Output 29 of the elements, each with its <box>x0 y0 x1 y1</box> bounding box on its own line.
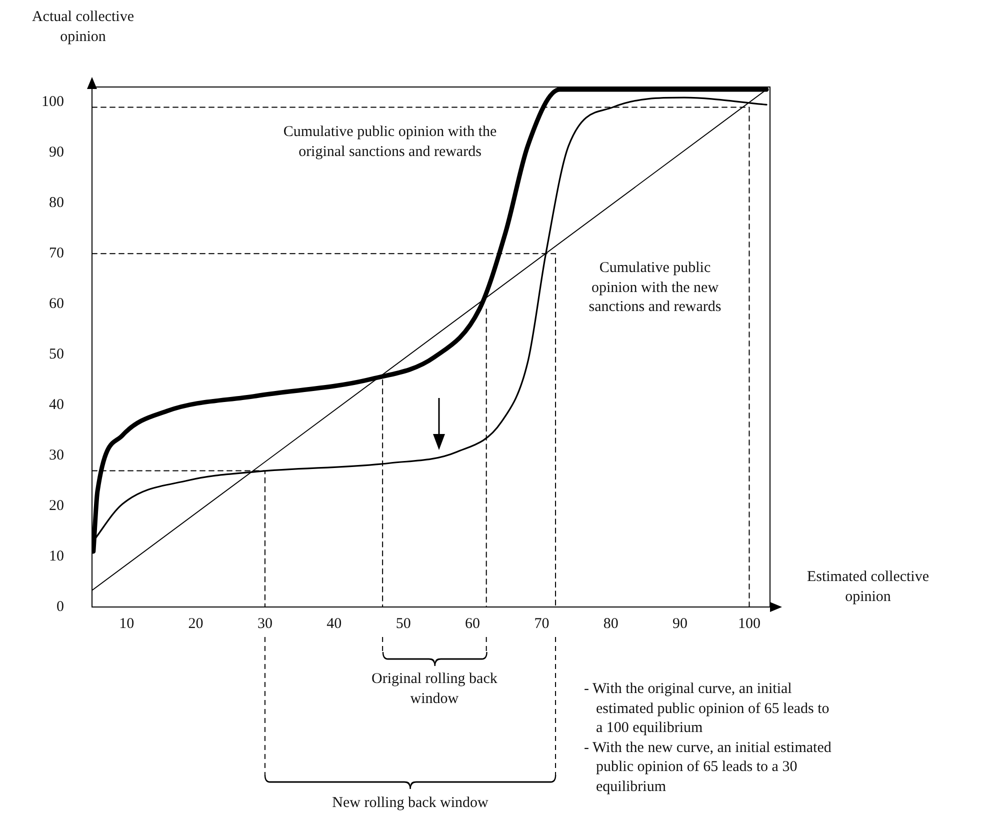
text: New rolling back window <box>331 794 490 813</box>
y-tick-label: 40 <box>49 396 64 413</box>
text: Original rolling back window <box>370 670 498 708</box>
x-axis-title: Estimated collective opinion <box>806 568 930 606</box>
x-tick-label: 40 <box>326 616 342 632</box>
y-tick-label: 70 <box>49 246 64 262</box>
y-tick-label: 10 <box>49 548 64 564</box>
x-tick-label: 60 <box>465 616 480 632</box>
x-tick-label: 20 <box>188 616 204 632</box>
x-tick-label: 100 <box>738 616 760 632</box>
y-tick-label: 90 <box>49 144 64 161</box>
y-tick-label: 100 <box>42 94 64 110</box>
x-tick-label: 90 <box>672 616 688 632</box>
y-tick-label: 80 <box>49 195 64 212</box>
y-tick-label: 20 <box>49 498 64 514</box>
text: - With the new curve, an initial estimated public opinion of 65 leads to a 30 equilibrium <box>584 738 832 796</box>
x-tick-label: 30 <box>257 616 272 632</box>
x-tick-label: 10 <box>119 616 134 632</box>
x-tick-label: 80 <box>603 616 618 632</box>
text: Cumulative public opinion with the new sanctions and rewards <box>588 259 722 317</box>
y-tick-label: 0 <box>56 598 64 615</box>
text: - With the original curve, an initial estimated public opinion of 65 leads to a 100 equilibrium <box>584 680 830 738</box>
y-tick-label: 30 <box>49 447 64 464</box>
y-tick-label: 60 <box>49 296 64 312</box>
y-tick-label: 50 <box>49 346 64 363</box>
x-tick-label: 70 <box>534 616 550 632</box>
y-axis-title: Actual collective opinion <box>30 8 136 46</box>
x-tick-label: 50 <box>396 616 411 632</box>
series-label: Cumulative public opinion with the original sanctions and rewards <box>282 123 498 162</box>
